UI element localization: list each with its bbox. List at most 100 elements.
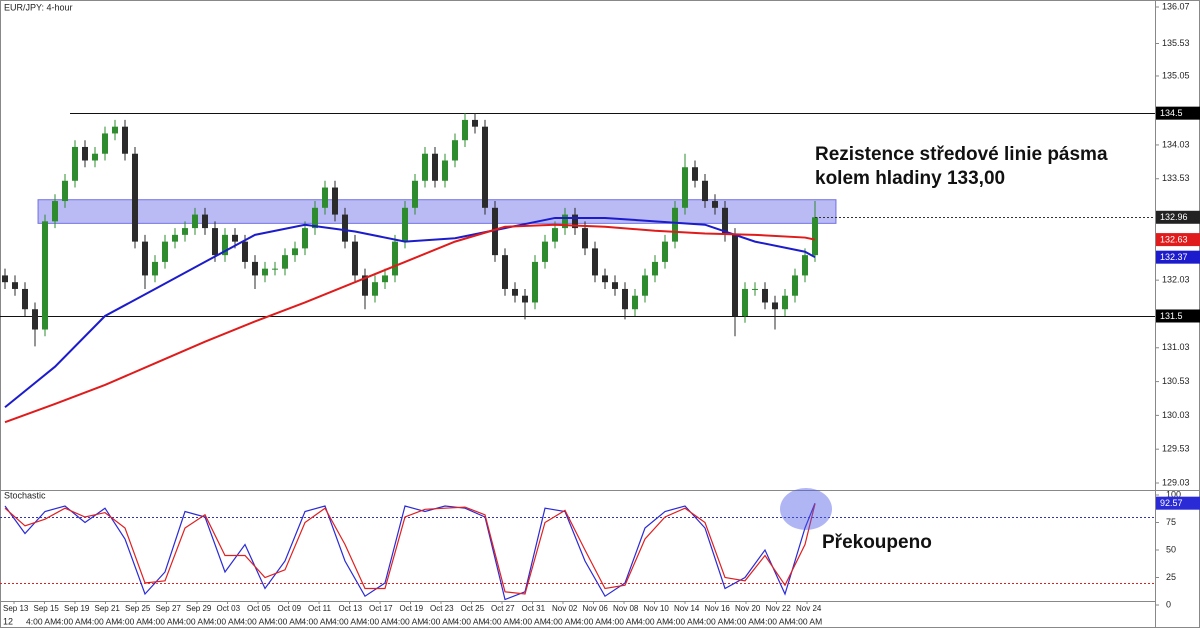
candle-body — [602, 275, 608, 283]
candle-body — [802, 255, 808, 276]
candle-body — [62, 180, 68, 202]
x-tick-label: Nov 08 — [613, 604, 639, 613]
time-label: 4:00 AM — [148, 616, 179, 626]
candle-body — [702, 180, 708, 202]
time-label: 4:00 AM — [454, 616, 485, 626]
candle-body — [72, 146, 78, 181]
stoch-value-label: 92.57 — [1160, 498, 1183, 508]
candle-body — [622, 288, 628, 310]
time-label: 4:00 AM — [577, 616, 608, 626]
annotation: Rezistence středové linie pásma — [815, 144, 1108, 165]
candle-body — [392, 241, 398, 276]
time-label: 4:00 AM — [699, 616, 730, 626]
candle-body — [632, 295, 638, 310]
candle-body — [112, 126, 118, 134]
x-tick-label: Oct 19 — [400, 604, 424, 613]
candle-body — [612, 282, 618, 289]
annotation: kolem hladiny 133,00 — [815, 168, 1005, 189]
time-label: 4:00 AM — [301, 616, 332, 626]
time-label: 4:00 AM — [669, 616, 700, 626]
stoch-line — [4, 503, 816, 595]
x-tick-label: Oct 27 — [491, 604, 515, 613]
candle-body — [122, 126, 128, 154]
candle-body — [222, 234, 228, 256]
time-label: 4:00 AM — [240, 616, 271, 626]
candle-body — [722, 207, 728, 235]
x-tick-label: Nov 16 — [705, 604, 731, 613]
moving-average — [4, 223, 816, 424]
candle-body — [12, 282, 18, 289]
y-tick-label: 131.03 — [1162, 342, 1190, 352]
candle-body — [732, 234, 738, 316]
candle-body — [102, 133, 108, 154]
level-price-box — [1156, 309, 1200, 323]
x-tick-label: Oct 23 — [430, 604, 454, 613]
x-tick-label: Sep 19 — [64, 604, 90, 613]
candle-body — [742, 288, 748, 316]
candle-body — [542, 241, 548, 262]
last-price-box — [1156, 210, 1200, 224]
candle-body — [372, 282, 378, 296]
stoch-line — [4, 502, 816, 601]
time-label: 4:00 AM — [791, 616, 822, 626]
stoch-value-box — [1156, 496, 1200, 510]
time-label: 4:00 AM — [332, 616, 363, 626]
candle-body — [442, 160, 448, 181]
candle-body — [782, 295, 788, 310]
candle-body — [672, 207, 678, 242]
y-tick-label: 130.03 — [1162, 410, 1190, 420]
candle-body — [32, 309, 38, 330]
candle-body — [552, 228, 558, 242]
stoch-plot — [0, 502, 1155, 601]
candle-body — [182, 228, 188, 235]
candle-body — [502, 255, 508, 289]
x-tick-label: Oct 25 — [461, 604, 485, 613]
x-tick-label: Sep 27 — [156, 604, 182, 613]
candle-body — [42, 221, 48, 330]
candle-body — [22, 288, 28, 310]
x-tick-label: Oct 17 — [369, 604, 393, 613]
time-label: 4:00 AM — [271, 616, 302, 626]
candle-body — [492, 207, 498, 256]
candle-body — [652, 261, 658, 276]
candle-body — [512, 288, 518, 296]
x-tick-label: Sep 15 — [34, 604, 60, 613]
candle-body — [212, 228, 218, 256]
time-label: 4:00 AM — [424, 616, 455, 626]
candle-body — [472, 119, 478, 127]
y-tick-label: 135.05 — [1162, 70, 1190, 80]
y-tick-label: 133.53 — [1162, 173, 1190, 183]
candle-body — [462, 119, 468, 141]
y-tick-label: 129.53 — [1162, 444, 1190, 454]
time-label: 4:00 AM — [363, 616, 394, 626]
candle-body — [82, 146, 88, 161]
candle-body — [792, 275, 798, 296]
candle-body — [762, 288, 768, 303]
candle-body — [242, 241, 248, 262]
time-label: 4:00 AM — [730, 616, 761, 626]
x-tick-label: Oct 09 — [278, 604, 302, 613]
time-label: 4:00 AM — [179, 616, 210, 626]
candle-body — [202, 214, 208, 229]
x-tick-label: Nov 06 — [583, 604, 609, 613]
y-tick-label: 50 — [1166, 544, 1176, 554]
indicator-title: Stochastic — [4, 490, 46, 500]
candle-body — [292, 248, 298, 256]
candle-body — [682, 167, 688, 208]
candle-body — [412, 180, 418, 208]
candle-body — [152, 261, 158, 276]
time-label: 4:00 AM — [210, 616, 241, 626]
time-label: 12 — [3, 616, 13, 626]
x-tick-label: Sep 13 — [3, 604, 29, 613]
ma-price-label: 132.37 — [1160, 252, 1188, 262]
annotation: Překoupeno — [822, 532, 932, 553]
candle-body — [772, 302, 778, 310]
candle-body — [342, 214, 348, 242]
candle-body — [2, 275, 8, 283]
candle-body — [572, 214, 578, 229]
y-tick-label: 25 — [1166, 572, 1176, 582]
candle-body — [172, 234, 178, 242]
ma-price-box — [1156, 250, 1200, 264]
